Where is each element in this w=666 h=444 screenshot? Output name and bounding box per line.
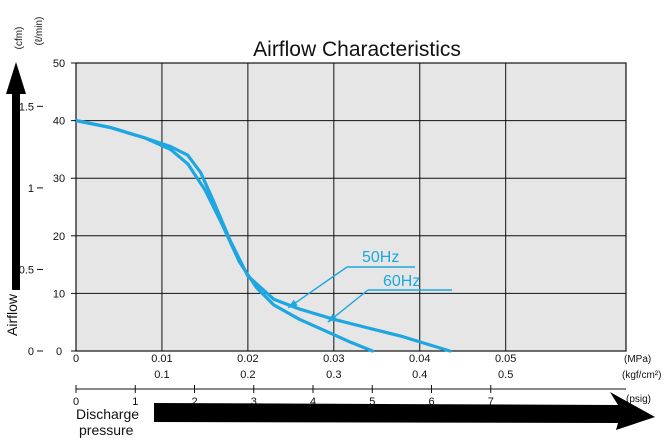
x-mpa-tick-label: 0.02 <box>237 353 258 365</box>
psig-tick-label: 3 <box>251 396 257 408</box>
x-mpa-tick-label: 0.05 <box>495 353 516 365</box>
chart-title: Airflow Characteristics <box>253 38 461 61</box>
psig-tick-label: 5 <box>369 396 375 408</box>
y-cfm-tick-label: 1.5 <box>19 101 34 113</box>
series-label-60Hz: 60Hz <box>383 273 420 290</box>
series-annotations: 50Hz 60Hz <box>287 249 452 323</box>
series-leader-line <box>287 266 348 309</box>
y-cfm-tick-label: 0.5 <box>19 264 34 276</box>
psig-tick-label: 4 <box>310 396 316 408</box>
series-leader-arrowhead <box>327 313 337 323</box>
psig-tick-label: 7 <box>488 396 494 408</box>
y-tick-label: 0 <box>56 346 62 358</box>
x-kgf-tick-label: 0.2 <box>240 369 255 381</box>
x-kgf-tick-label: 0.5 <box>498 369 513 381</box>
psig-tick-label: 0 <box>73 396 79 408</box>
x-mpa-tick-label: 0.03 <box>323 353 344 365</box>
mpa-unit: (MPa) <box>624 354 651 365</box>
plot-area <box>75 62 627 352</box>
x-kgf-tick-label: 0.3 <box>326 369 341 381</box>
x-mpa-tick-label: 0 <box>73 353 79 365</box>
y-tick-label: 40 <box>53 116 65 128</box>
airflow-arrow-shaft <box>12 92 20 290</box>
y-axis-label: Airflow <box>4 293 20 336</box>
series-layer <box>74 119 452 353</box>
pressure-arrow <box>154 392 655 430</box>
psig-unit: (psig) <box>626 394 651 405</box>
grid-lines <box>76 63 626 351</box>
y-cfm-unit: (cfm) <box>14 27 25 50</box>
y-cfm-tick-label: 1 <box>28 183 34 195</box>
x-mpa-tick-label: 0.01 <box>151 353 172 365</box>
psig-tick-label: 2 <box>191 396 197 408</box>
y-lpm-unit: (ℓ/min) <box>34 17 45 46</box>
y-tick-label: 20 <box>53 231 65 243</box>
series-label-50Hz: 50Hz <box>362 249 399 266</box>
psig-tick-label: 1 <box>132 396 138 408</box>
y-tick-label: 30 <box>53 173 65 185</box>
axes: 0 0.010.10.020.20.030.30.040.40.050.50102… <box>19 58 626 408</box>
x-kgf-tick-label: 0.1 <box>154 369 169 381</box>
series-leader-arrowhead <box>288 299 298 308</box>
x-kgf-tick-label: 0.4 <box>412 369 427 381</box>
series-line-60Hz <box>74 119 452 353</box>
psig-tick-label: 6 <box>428 396 434 408</box>
y-cfm-tick-label: 0 <box>28 346 34 358</box>
x-axis-label: Discharge pressure <box>76 406 143 438</box>
airflow-arrow-head <box>6 62 26 94</box>
x-mpa-tick-label: 0.04 <box>409 353 430 365</box>
kgf-unit: (kgf/cm²) <box>622 370 661 381</box>
y-tick-label: 50 <box>53 58 65 70</box>
y-tick-label: 10 <box>53 288 65 300</box>
